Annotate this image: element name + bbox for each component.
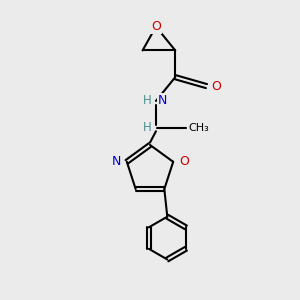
Text: O: O (151, 20, 161, 33)
Text: N: N (112, 155, 121, 168)
Text: CH₃: CH₃ (189, 123, 209, 133)
Text: H: H (143, 121, 152, 134)
Text: H: H (143, 94, 152, 107)
Text: N: N (158, 94, 167, 107)
Text: O: O (179, 155, 189, 168)
Text: O: O (211, 80, 221, 93)
